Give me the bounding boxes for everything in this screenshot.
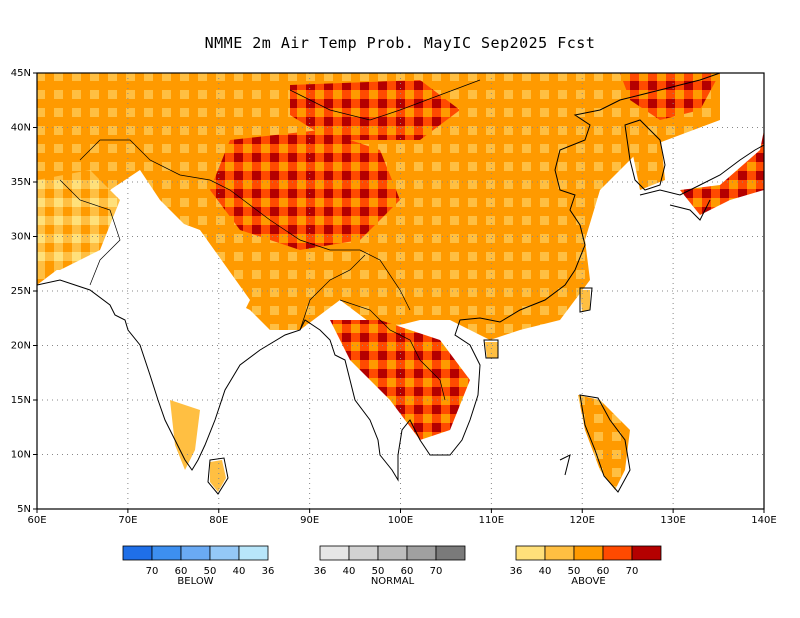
lat-tick-label: 40N bbox=[11, 123, 31, 134]
legend-swatch-below bbox=[209, 545, 240, 561]
legend-tick-label: 70 bbox=[430, 566, 443, 577]
legend-tick-label: 40 bbox=[343, 566, 356, 577]
legend-above-label: ABOVE bbox=[571, 576, 605, 587]
above-normal-region bbox=[37, 170, 120, 270]
legend-swatch-normal bbox=[435, 545, 466, 561]
above-normal-region bbox=[578, 395, 630, 490]
above-normal-region bbox=[485, 342, 498, 358]
japan-coastline bbox=[639, 144, 764, 221]
legend-tick-label: 70 bbox=[626, 566, 639, 577]
probability-shading bbox=[37, 73, 764, 492]
lon-tick-label: 90E bbox=[300, 515, 319, 526]
coastlines bbox=[37, 73, 764, 495]
strong-above-region bbox=[330, 320, 470, 440]
border-line bbox=[79, 139, 411, 311]
legend-tick-label: 36 bbox=[314, 566, 327, 577]
border-line bbox=[299, 254, 366, 331]
country-borders bbox=[59, 79, 481, 401]
philippines-coastline bbox=[579, 394, 631, 493]
legend-swatch-normal bbox=[406, 545, 437, 561]
border-line bbox=[289, 79, 481, 121]
taiwan-coastline bbox=[579, 287, 593, 313]
legend-swatch-normal bbox=[348, 545, 379, 561]
lon-tick-label: 100E bbox=[388, 515, 413, 526]
legend-swatch-normal bbox=[377, 545, 408, 561]
legend-tick-label: 36 bbox=[510, 566, 523, 577]
legend-swatch-below bbox=[151, 545, 182, 561]
korea-coastline bbox=[624, 119, 666, 191]
map-title: NMME 2m Air Temp Prob. MayIC Sep2025 Fcs… bbox=[204, 34, 596, 52]
lat-tick-label: 20N bbox=[11, 341, 31, 352]
srilanka-coastline bbox=[207, 457, 229, 495]
strong-above-region bbox=[620, 73, 720, 120]
borneo-coastline bbox=[559, 454, 571, 476]
border-line bbox=[339, 299, 446, 401]
legend-tick-label: 70 bbox=[146, 566, 159, 577]
above-normal-region bbox=[628, 130, 665, 190]
strong-above-region bbox=[210, 130, 400, 250]
legend-swatch-above bbox=[515, 545, 546, 561]
legend-swatch-below bbox=[122, 545, 153, 561]
lon-tick-label: 110E bbox=[479, 515, 504, 526]
lat-tick-label: 35N bbox=[11, 177, 31, 188]
strong-above-region bbox=[290, 80, 460, 140]
lat-tick-label: 45N bbox=[11, 68, 31, 79]
mainland-coastline bbox=[37, 73, 721, 482]
legend-normal-label: NORMAL bbox=[371, 576, 415, 587]
legend: 70 60 50 40 36 BELOW 36 40 50 60 70 NORMAL 36 40 50 60 7… bbox=[122, 545, 662, 587]
lat-tick-label: 5N bbox=[17, 504, 31, 515]
legend-tick-label: 60 bbox=[401, 566, 414, 577]
lat-tick-label: 10N bbox=[11, 450, 31, 461]
legend-swatch-above bbox=[631, 545, 662, 561]
legend-swatch-below bbox=[180, 545, 211, 561]
lon-tick-label: 120E bbox=[570, 515, 595, 526]
border-line bbox=[59, 179, 121, 286]
legend-tick-label: 50 bbox=[568, 566, 581, 577]
lat-tick-label: 30N bbox=[11, 232, 31, 243]
legend-swatch-below bbox=[238, 545, 269, 561]
hainan-coastline bbox=[483, 339, 499, 359]
no-signal-region bbox=[110, 200, 250, 440]
lat-tick-label: 15N bbox=[11, 395, 31, 406]
lon-tick-label: 60E bbox=[27, 515, 46, 526]
legend-tick-label: 60 bbox=[597, 566, 610, 577]
legend-tick-label: 36 bbox=[262, 566, 275, 577]
lon-tick-label: 140E bbox=[751, 515, 776, 526]
gridlines bbox=[37, 73, 764, 509]
legend-tick-label: 60 bbox=[175, 566, 188, 577]
strong-above-region bbox=[680, 130, 764, 215]
legend-swatch-above bbox=[602, 545, 633, 561]
above-normal-region bbox=[210, 460, 226, 492]
legend-below-label: BELOW bbox=[177, 576, 213, 587]
legend-tick-label: 50 bbox=[372, 566, 385, 577]
lat-tick-label: 25N bbox=[11, 286, 31, 297]
lon-tick-label: 70E bbox=[118, 515, 137, 526]
longitude-axis: 60E 70E 80E 90E 100E 110E 120E 130E 140E bbox=[27, 509, 777, 526]
lon-tick-label: 80E bbox=[209, 515, 228, 526]
legend-tick-label: 40 bbox=[539, 566, 552, 577]
legend-tick-label: 40 bbox=[233, 566, 246, 577]
legend-swatch-above bbox=[573, 545, 604, 561]
lon-tick-label: 130E bbox=[660, 515, 685, 526]
above-normal-region bbox=[580, 290, 590, 312]
legend-tick-label: 50 bbox=[204, 566, 217, 577]
legend-swatch-normal bbox=[319, 545, 350, 561]
above-normal-region bbox=[170, 400, 200, 470]
legend-swatch-above bbox=[544, 545, 575, 561]
latitude-axis: 45N 40N 35N 30N 25N 20N 15N 10N 5N bbox=[11, 68, 37, 515]
